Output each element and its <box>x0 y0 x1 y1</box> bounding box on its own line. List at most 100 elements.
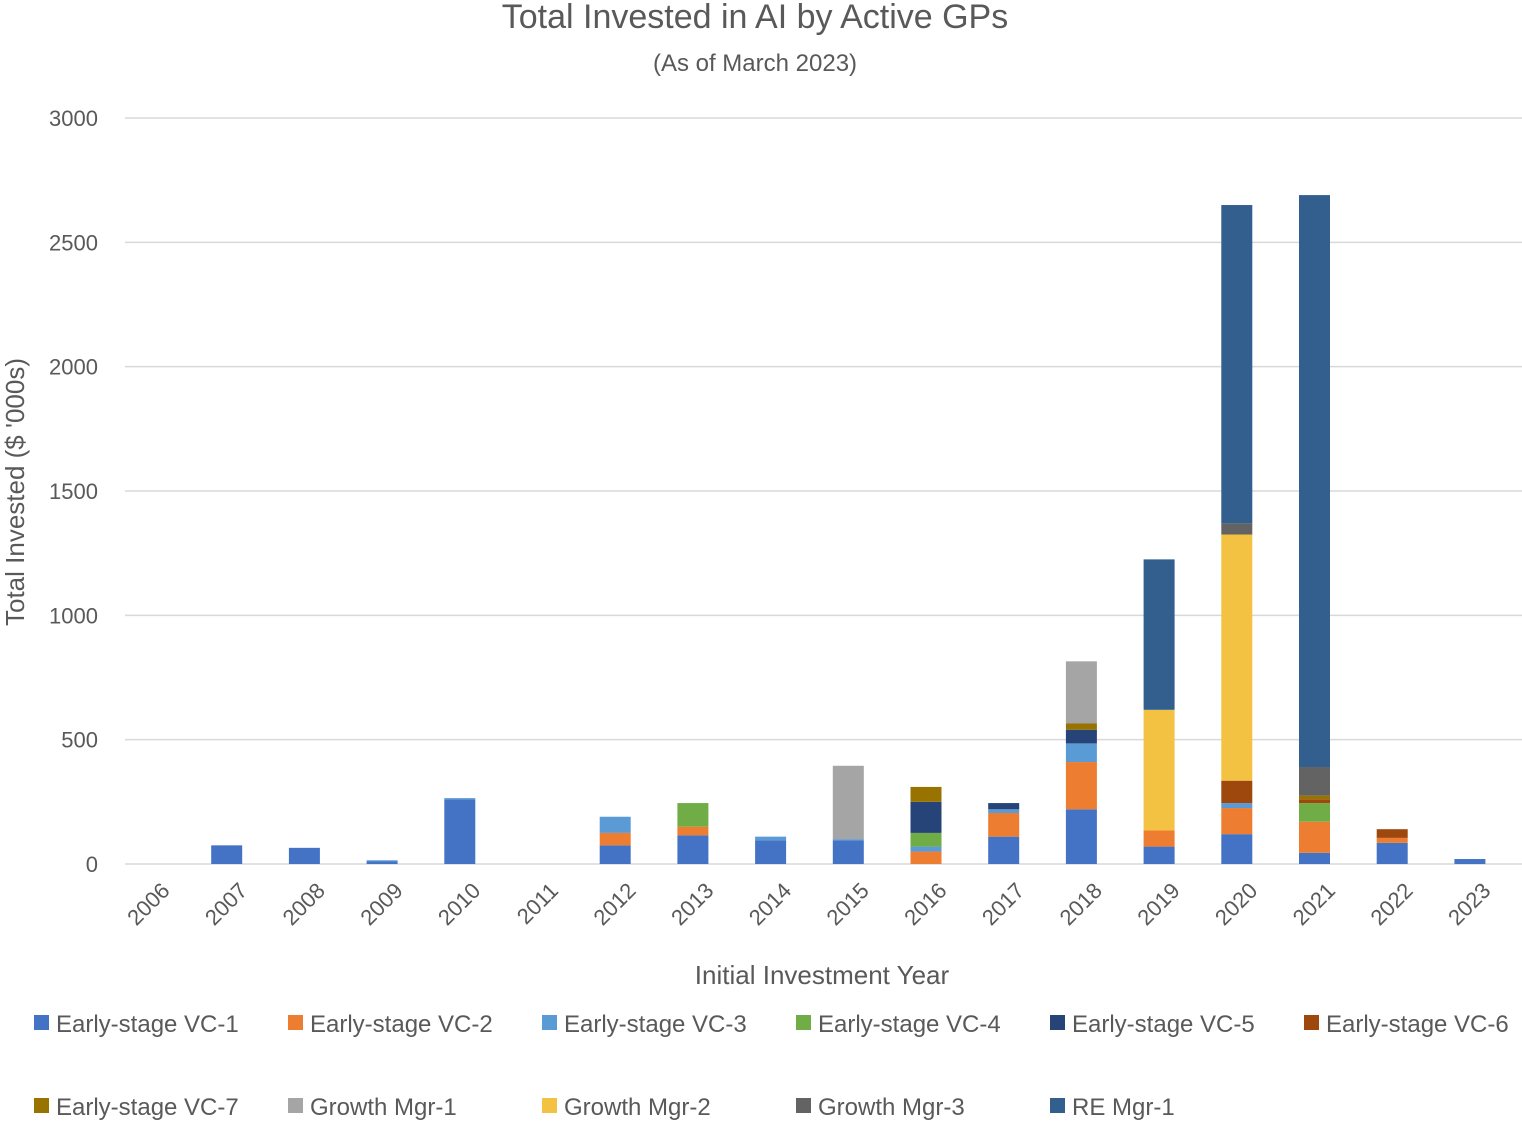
legend: Early-stage VC-1 Early-stage VC-2 Early-st… <box>34 1011 1509 1121</box>
bar-segment <box>366 861 398 864</box>
y-tick-label: 1500 <box>49 479 98 504</box>
legend-swatch <box>34 1015 49 1030</box>
bar-segment <box>444 799 476 864</box>
legend-swatch <box>1050 1015 1065 1030</box>
bar-segment <box>599 832 631 846</box>
legend-label: Early-stage VC-3 <box>564 1011 747 1038</box>
x-tick-label: 2007 <box>200 878 252 930</box>
x-tick-label: 2006 <box>122 878 174 930</box>
bar-segment <box>677 803 709 827</box>
legend-swatch <box>542 1098 557 1113</box>
bar-segment <box>1065 661 1097 724</box>
bar-segment <box>1221 780 1253 804</box>
chart-title: Total Invested in AI by Active GPs <box>502 0 1008 36</box>
y-tick-label: 2000 <box>49 355 98 380</box>
legend-label: RE Mgr-1 <box>1072 1094 1175 1121</box>
legend-swatch <box>796 1098 811 1113</box>
x-tick-label: 2014 <box>744 878 796 930</box>
bar-segment <box>288 847 320 864</box>
x-tick-label: 2013 <box>666 878 718 930</box>
bar-segment <box>988 809 1020 814</box>
bar-segment <box>1454 859 1486 864</box>
x-tick-label: 2021 <box>1288 878 1340 930</box>
legend-label: Early-stage VC-2 <box>310 1011 493 1038</box>
legend-swatch <box>1050 1098 1065 1113</box>
bar-segment <box>755 840 787 864</box>
x-tick-label: 2008 <box>278 878 330 930</box>
legend-label: Early-stage VC-7 <box>56 1094 239 1121</box>
y-tick-label: 1000 <box>49 603 98 628</box>
x-tick-label: 2022 <box>1365 878 1417 930</box>
x-axis-ticks: 2006 2007 2008 2009 2010 2011 2012 2013 2014 2015… <box>122 878 1495 930</box>
y-axis-title: Total Invested ($ '000s) <box>0 358 30 626</box>
bar-segment <box>1065 762 1097 810</box>
bar-segment <box>1221 534 1253 781</box>
bar-segment <box>910 801 942 833</box>
legend-label: Early-stage VC-6 <box>1326 1011 1509 1038</box>
bar-segment <box>1143 830 1175 847</box>
bar-segment <box>444 798 476 800</box>
bar-segment <box>1143 709 1175 831</box>
legend-label: Early-stage VC-4 <box>818 1011 1001 1038</box>
bar-segment <box>988 836 1020 864</box>
legend-label: Growth Mgr-1 <box>310 1094 457 1121</box>
legend-swatch <box>796 1015 811 1030</box>
x-tick-label: 2023 <box>1443 878 1495 930</box>
x-tick-label: 2009 <box>355 878 407 930</box>
y-tick-label: 3000 <box>49 106 98 131</box>
chart-subtitle: (As of March 2023) <box>653 50 857 77</box>
bar-segment <box>1065 729 1097 744</box>
bar-segment <box>677 835 709 864</box>
y-tick-label: 0 <box>86 852 98 877</box>
bar-segment <box>1221 523 1253 535</box>
bar-segment <box>832 765 864 840</box>
bar-segment <box>366 860 398 862</box>
legend-label: Early-stage VC-1 <box>56 1011 239 1038</box>
y-axis-ticks: 0 500 1000 1500 2000 2500 3000 <box>49 106 98 877</box>
bar-segment <box>1221 808 1253 835</box>
bar-segment <box>1065 809 1097 864</box>
bar-segment <box>677 826 709 836</box>
legend-swatch <box>288 1098 303 1113</box>
legend-swatch <box>34 1098 49 1113</box>
bar-segment <box>988 813 1020 837</box>
x-tick-label: 2020 <box>1210 878 1262 930</box>
bar-segment <box>211 845 243 864</box>
bar-segment <box>1143 846 1175 864</box>
bar-segment <box>1221 205 1253 524</box>
bar-segment <box>1299 767 1330 796</box>
bar-segment <box>910 851 942 864</box>
legend-label: Early-stage VC-5 <box>1072 1011 1255 1038</box>
bar-segment <box>1143 559 1175 710</box>
x-tick-label: 2011 <box>512 878 563 929</box>
bar-segment <box>599 816 631 833</box>
gridlines <box>125 117 1522 865</box>
bar-segment <box>1376 829 1408 838</box>
bar-segment <box>1299 795 1330 800</box>
bars <box>211 195 1486 864</box>
legend-label: Growth Mgr-3 <box>818 1094 965 1121</box>
bar-segment <box>1299 799 1330 804</box>
bar-segment <box>599 845 631 864</box>
bar-segment <box>755 836 787 841</box>
bar-segment <box>910 846 942 852</box>
x-tick-label: 2010 <box>433 878 485 930</box>
y-tick-label: 2500 <box>49 230 98 255</box>
bar-segment <box>1065 743 1097 763</box>
bar-segment <box>1221 803 1253 809</box>
bar-segment <box>1065 723 1097 730</box>
bar-segment <box>1299 821 1330 853</box>
bar-segment <box>1299 803 1330 822</box>
x-tick-label: 2019 <box>1132 878 1184 930</box>
legend-swatch <box>1304 1015 1319 1030</box>
x-axis-title: Initial Investment Year <box>695 960 950 990</box>
bar-segment <box>1376 837 1408 843</box>
bar-segment <box>832 839 864 841</box>
bar-segment <box>832 840 864 864</box>
legend-label: Growth Mgr-2 <box>564 1094 711 1121</box>
bar-segment <box>1299 195 1330 768</box>
x-tick-label: 2017 <box>977 878 1029 930</box>
legend-swatch <box>542 1015 557 1030</box>
bar-segment <box>988 803 1020 810</box>
